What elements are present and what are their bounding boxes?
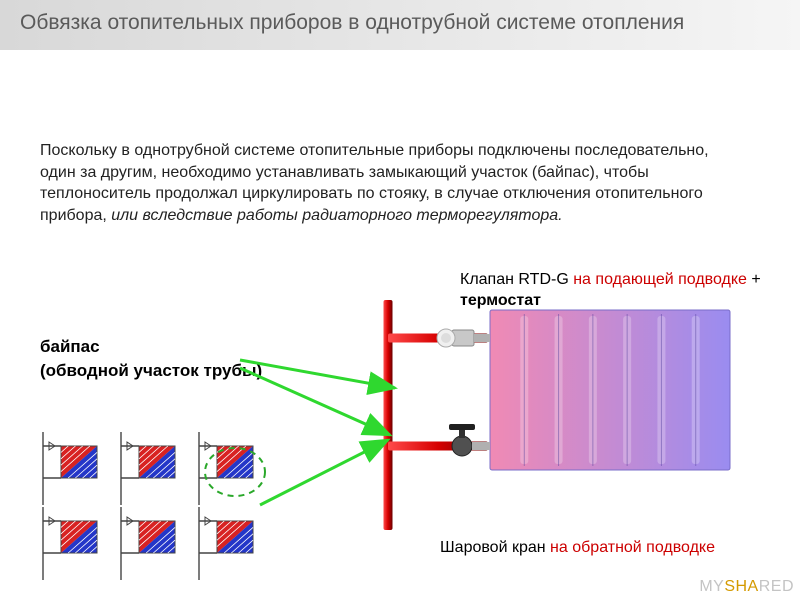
ballvalve-red: на обратной подводке [550, 539, 715, 556]
valve-label-text1: Клапан RTD-G [460, 271, 573, 288]
bypass-label: байпас (обводной участок трубы) [40, 335, 262, 383]
valve-label-red: на подающей подводке [573, 271, 747, 288]
valve-label-text2: + [747, 271, 761, 288]
ballvalve-label: Шаровой кран на обратной подводке [440, 538, 760, 559]
ballvalve-plain: Шаровой кран [440, 539, 550, 556]
paragraph-italic: или вследствие работы радиаторного термо… [111, 207, 562, 224]
bypass-line1: байпас [40, 335, 262, 359]
schematic-diagram [35, 430, 285, 590]
watermark-p1: MY [699, 578, 724, 595]
bypass-line2: (обводной участок трубы) [40, 359, 262, 383]
watermark: MYSHARED [699, 578, 794, 596]
slide-title: Обвязка отопительных приборов в однотруб… [0, 0, 800, 50]
title-text: Обвязка отопительных приборов в однотруб… [20, 11, 684, 34]
watermark-p2: RED [759, 578, 794, 595]
body-paragraph: Поскольку в однотрубной системе отопител… [40, 140, 740, 226]
watermark-accent: SHA [724, 578, 758, 595]
radiator-diagram [370, 300, 750, 530]
